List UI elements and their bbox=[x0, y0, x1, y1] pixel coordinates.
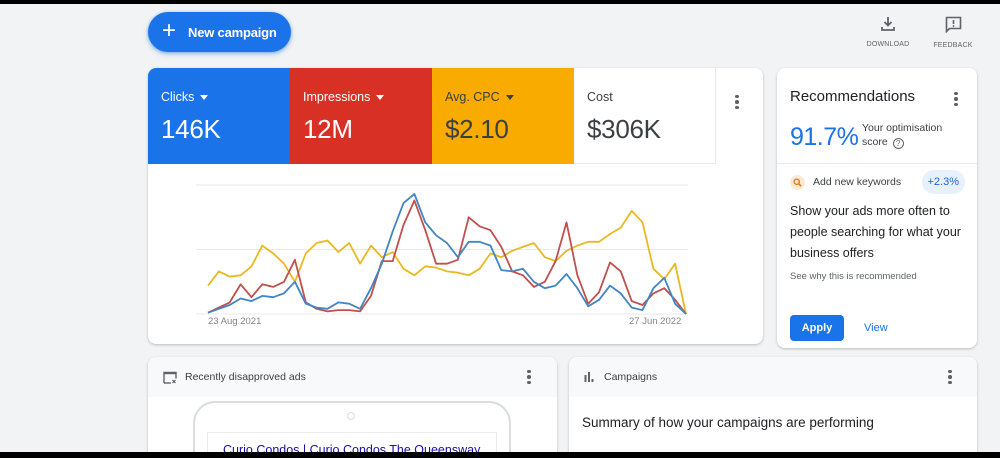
feedback-label: FEEDBACK bbox=[933, 42, 973, 49]
phone-preview: Curio Condos | Curio Condos The Queenswa… bbox=[193, 401, 511, 452]
bar-chart-icon bbox=[584, 372, 596, 382]
metric-tile-impressions[interactable]: Impressions 12M bbox=[290, 68, 432, 164]
see-why-link[interactable]: See why this is recommended bbox=[790, 271, 917, 282]
metric-value: $306K bbox=[587, 114, 661, 144]
recommendation-item[interactable]: Add new keywords +2.3% bbox=[790, 170, 965, 194]
performance-card: Clicks 146K Impressions 12M Avg. CPC $2.… bbox=[148, 68, 763, 344]
campaigns-summary-text: Summary of how your campaigns are perfor… bbox=[582, 415, 874, 430]
metric-value: 146K bbox=[161, 114, 221, 144]
metric-tile-clicks[interactable]: Clicks 146K bbox=[148, 68, 290, 164]
ad-preview: Curio Condos | Curio Condos The Queenswa… bbox=[207, 432, 497, 452]
recommendations-title: Recommendations bbox=[790, 88, 916, 105]
series-line-clicks bbox=[207, 193, 687, 315]
performance-more-menu-icon[interactable] bbox=[727, 92, 747, 112]
divider bbox=[777, 163, 977, 164]
feedback-icon bbox=[945, 16, 962, 38]
metric-value: 12M bbox=[303, 114, 353, 144]
metric-name: Avg. CPC bbox=[445, 90, 500, 104]
phone-camera-icon bbox=[347, 412, 355, 420]
optimisation-score: 91.7% bbox=[790, 123, 859, 151]
recommendations-card: Recommendations 91.7% Your optimisation … bbox=[777, 68, 977, 348]
series-line-impressions bbox=[207, 199, 687, 315]
recommendation-item-label: Add new keywords bbox=[813, 176, 902, 188]
dropdown-caret-icon bbox=[200, 95, 209, 100]
series-line-avg-cpc bbox=[207, 209, 687, 315]
metric-name: Clicks bbox=[161, 90, 195, 104]
recommendations-more-menu-icon[interactable] bbox=[946, 89, 966, 109]
metric-value: $2.10 bbox=[445, 114, 509, 144]
card-title: Recently disapproved ads bbox=[185, 371, 306, 383]
search-icon bbox=[790, 174, 805, 190]
score-label-line1: Your optimisation bbox=[862, 122, 943, 134]
optimisation-score-label: Your optimisation score ? bbox=[862, 121, 942, 149]
disapproved-ads-card: Recently disapproved ads Curio Condos | … bbox=[148, 357, 557, 452]
line-chart-svg bbox=[196, 184, 688, 315]
card-title: Campaigns bbox=[604, 371, 658, 383]
dropdown-caret-icon bbox=[505, 95, 514, 100]
card-header: Campaigns bbox=[569, 357, 977, 397]
download-icon bbox=[880, 16, 896, 37]
download-label: DOWNLOAD bbox=[866, 41, 910, 48]
score-uplift-badge: +2.3% bbox=[921, 170, 965, 194]
disapproved-ad-icon bbox=[163, 371, 177, 384]
plus-icon: + bbox=[162, 17, 177, 44]
metric-name: Cost bbox=[587, 90, 613, 104]
feedback-button[interactable]: FEEDBACK bbox=[930, 16, 976, 49]
apply-button[interactable]: Apply bbox=[790, 315, 844, 341]
new-campaign-label: New campaign bbox=[188, 24, 277, 40]
x-axis-end-label: 27 Jun 2022 bbox=[629, 316, 682, 327]
metric-tile-avg-cpc[interactable]: Avg. CPC $2.10 bbox=[432, 68, 574, 164]
recommendation-headline: Show your ads more often to people searc… bbox=[790, 204, 961, 260]
new-campaign-button[interactable]: + New campaign bbox=[148, 12, 291, 52]
metric-tile-cost[interactable]: Cost $306K bbox=[574, 68, 716, 164]
metric-name: Impressions bbox=[303, 90, 371, 104]
view-button[interactable]: View bbox=[864, 322, 888, 334]
performance-line-chart: 23 Aug 2021 27 Jun 2022 bbox=[148, 164, 763, 344]
disapproved-ads-more-menu-icon[interactable] bbox=[519, 367, 539, 387]
metric-tiles: Clicks 146K Impressions 12M Avg. CPC $2.… bbox=[148, 68, 763, 164]
ad-headline-link[interactable]: Curio Condos | Curio Condos The Queenswa… bbox=[223, 443, 481, 452]
dropdown-caret-icon bbox=[376, 95, 385, 100]
campaigns-card: Campaigns Summary of how your campaigns … bbox=[569, 357, 977, 452]
x-axis-start-label: 23 Aug 2021 bbox=[208, 316, 262, 327]
card-header: Recently disapproved ads bbox=[148, 357, 557, 397]
download-button[interactable]: DOWNLOAD bbox=[862, 16, 914, 48]
score-label-line2: score bbox=[862, 136, 888, 148]
help-icon[interactable]: ? bbox=[892, 138, 904, 149]
campaigns-more-menu-icon[interactable] bbox=[940, 367, 960, 387]
dashboard-page: + New campaign DOWNLOAD FEEDBACK Clicks … bbox=[0, 4, 1000, 452]
